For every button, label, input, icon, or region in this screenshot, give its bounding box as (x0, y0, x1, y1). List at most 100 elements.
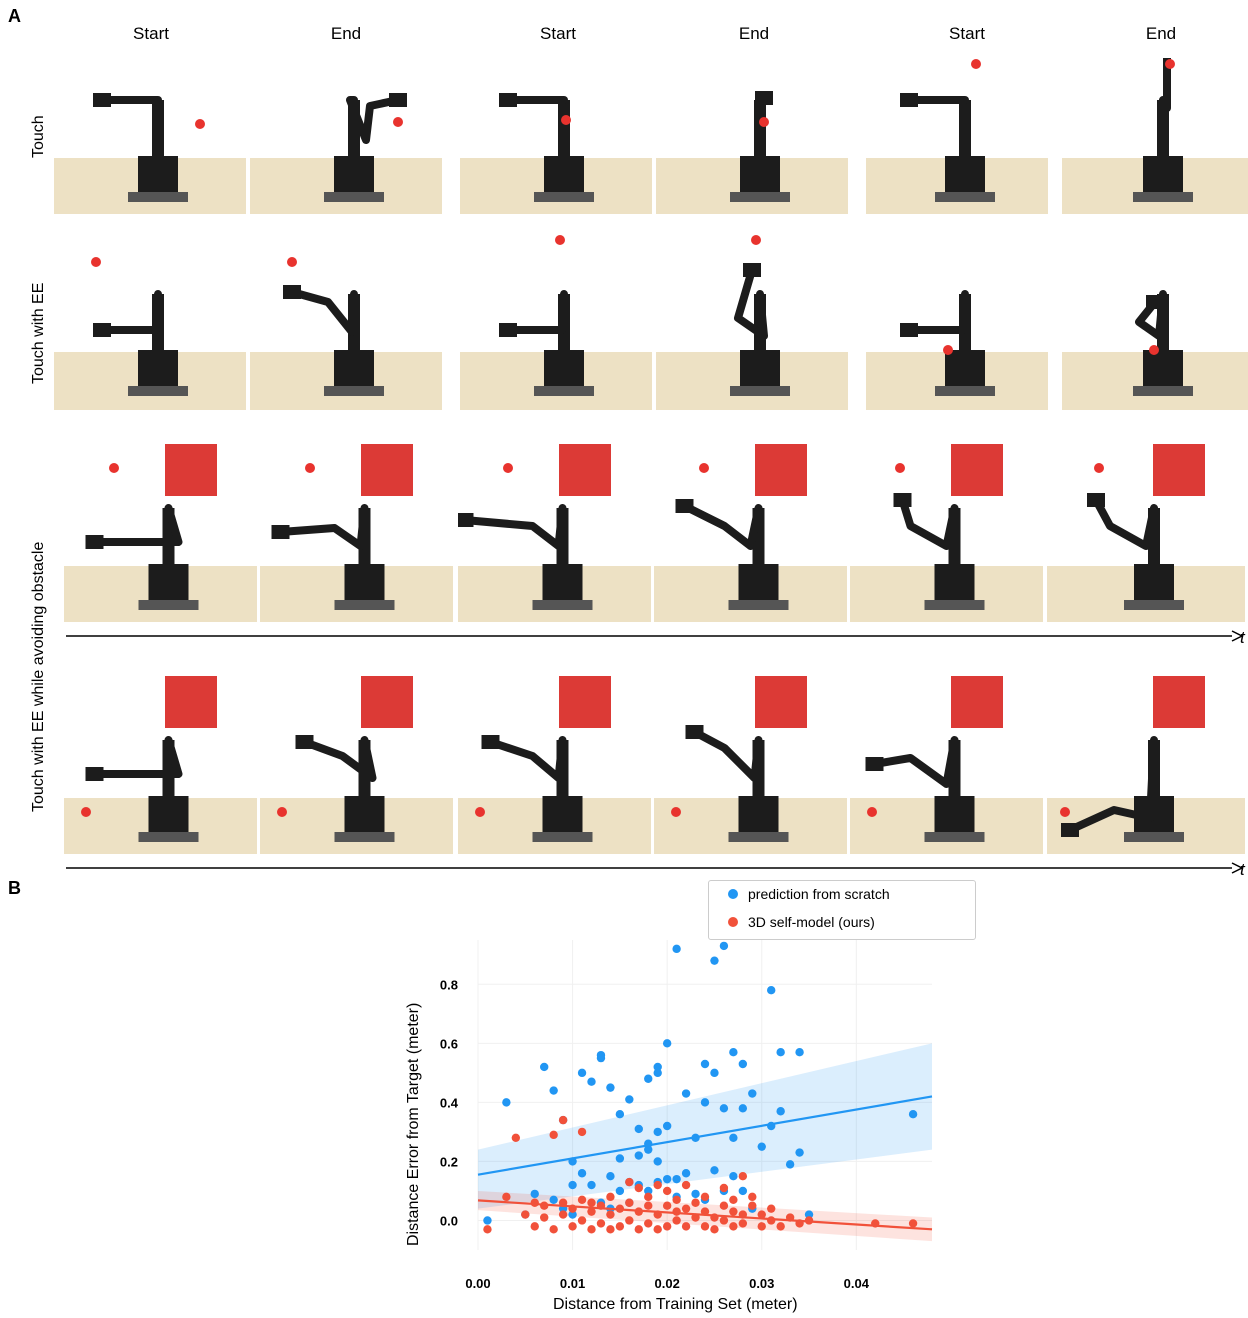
robot-stand (532, 600, 593, 610)
ours-data-point (577, 1127, 587, 1137)
end-effector (893, 493, 912, 507)
obstacle-block (559, 444, 611, 496)
robot-stand (128, 192, 188, 202)
end-effector (283, 285, 301, 299)
obstacle-block (755, 444, 807, 496)
end-effector (755, 91, 773, 105)
scratch-data-point (540, 1062, 549, 1072)
target-ball (751, 235, 761, 245)
ours-data-point (729, 1195, 738, 1205)
ours-data-point (530, 1222, 539, 1231)
ours-data-point (672, 1195, 681, 1205)
ours-data-point (587, 1225, 596, 1234)
ours-data-point (558, 1115, 568, 1125)
robot-column (558, 100, 570, 158)
x-axis-label: Distance from Training Set (meter) (553, 1296, 798, 1313)
ours-data-point (767, 1204, 776, 1213)
robot-arm (1092, 496, 1158, 550)
y-tick-label: 0.8 (440, 977, 458, 992)
robot-arm (1066, 736, 1158, 834)
scratch-data-point (653, 1062, 662, 1072)
scratch-data-point (653, 1068, 662, 1078)
ours-data-point (634, 1225, 643, 1234)
ours-fit-line (477, 1199, 933, 1231)
robot-frame (656, 58, 848, 214)
robot-base (740, 350, 780, 388)
robot-frame (1062, 58, 1248, 214)
robot-arm (1135, 290, 1167, 340)
end-effector (743, 263, 761, 277)
ours-data-point (568, 1222, 577, 1231)
robot-arm (870, 736, 959, 788)
ours-data-point (540, 1213, 549, 1222)
col-header-start-2: Start (540, 24, 576, 43)
scratch-data-point (776, 1107, 785, 1116)
scratch-data-point (662, 1174, 672, 1184)
ours-data-point (691, 1198, 700, 1207)
end-effector (499, 93, 517, 107)
robot-frame (458, 432, 651, 622)
robot-stand (728, 600, 789, 610)
robot-stand (730, 386, 790, 396)
target-ball (393, 117, 403, 127)
robot-stand (534, 386, 594, 396)
legend-label-scratch: prediction from scratch (748, 886, 890, 902)
target-ball (867, 807, 877, 817)
ours-data-point (662, 1201, 672, 1210)
obstacle-block (1153, 676, 1205, 728)
scratch-data-point (700, 1098, 710, 1107)
scratch-data-point (606, 1083, 615, 1092)
target-ball (91, 257, 101, 267)
target-ball (943, 345, 953, 355)
ours-data-point (644, 1192, 653, 1202)
scratch-data-point (653, 1157, 662, 1166)
ours-data-point (644, 1219, 653, 1228)
panel-a-label: A (8, 6, 21, 26)
robot-base (344, 564, 385, 602)
robot-stand (935, 386, 995, 396)
robot-column (1157, 100, 1169, 158)
ours-data-point (700, 1192, 710, 1202)
scratch-data-point (662, 1121, 672, 1131)
ours-data-point (719, 1201, 729, 1210)
robot-stand (534, 192, 594, 202)
robot-arm (460, 504, 567, 550)
robot-base (740, 156, 780, 194)
end-effector (1061, 823, 1079, 837)
obstacle-block (361, 444, 413, 496)
obstacle-block (1153, 444, 1205, 496)
robot-stand (1133, 192, 1193, 202)
legend-item-ours: 3D self-model (ours) (728, 914, 875, 930)
end-effector (865, 757, 884, 771)
robot-frame (1047, 664, 1245, 854)
scratch-data-point (644, 1186, 653, 1196)
obstacle-block (165, 444, 217, 496)
col-header-start-3: Start (949, 24, 985, 43)
scratch-data-point (653, 1127, 662, 1137)
scratch-data-point (672, 1174, 681, 1184)
robot-base (934, 564, 975, 602)
y-axis-label: Distance Error from Target (meter) (405, 1002, 422, 1246)
robot-stand (334, 832, 395, 842)
robot-frame (458, 664, 651, 854)
robot-base (934, 796, 975, 834)
scratch-data-point (483, 1216, 492, 1225)
robot-base (1143, 156, 1183, 194)
target-ball (759, 117, 769, 127)
ours-data-point (908, 1219, 918, 1228)
target-ball (895, 463, 905, 473)
ours-data-point (606, 1225, 615, 1234)
y-tick-label: 0.0 (440, 1213, 458, 1228)
ours-data-point (729, 1222, 738, 1231)
robot-arm (98, 290, 162, 334)
scratch-data-point (710, 956, 719, 965)
scratch-data-point (710, 1068, 719, 1078)
robot-frame (1047, 432, 1245, 622)
ours-data-point (757, 1210, 766, 1219)
end-effector (900, 323, 918, 337)
ours-data-point (577, 1216, 587, 1225)
target-ball (305, 463, 315, 473)
robot-arm (346, 96, 402, 144)
robot-arm (90, 736, 183, 778)
robot-frame (850, 432, 1043, 622)
